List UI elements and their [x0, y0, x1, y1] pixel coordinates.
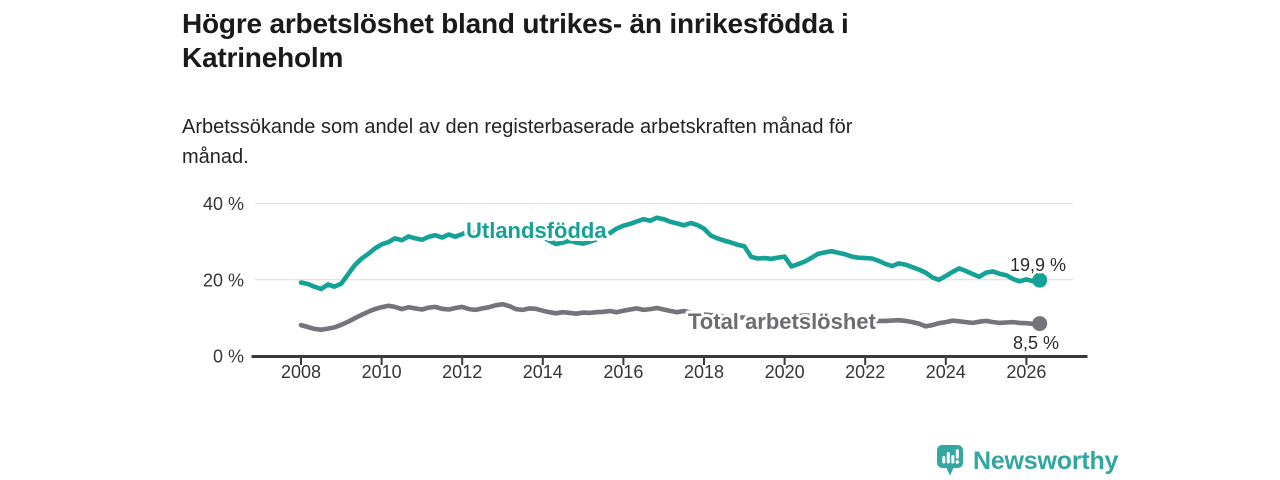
x-axis-label-2026: 2026 [1006, 362, 1046, 382]
x-axis-label-2010: 2010 [362, 362, 402, 382]
end-value-label-utlandsf-dda: 19,9 % [1010, 255, 1066, 275]
x-axis-label-2014: 2014 [523, 362, 563, 382]
x-axis-label-2022: 2022 [845, 362, 885, 382]
series-label-utlandsf-dda: Utlandsfödda [466, 218, 607, 243]
series-line-utlandsf-dda [298, 215, 1043, 292]
x-axis-label-2012: 2012 [442, 362, 482, 382]
end-value-label-total-arbetsl-shet: 8,5 % [1013, 333, 1059, 353]
y-axis-label-40: 40 % [203, 194, 244, 214]
line-chart: 0 % 20 % 40 % 2008 2010 2012 2014 2016 2018 2020 2… [203, 194, 1088, 382]
x-axis-label-2020: 2020 [765, 362, 805, 382]
subtitle-line-1: Arbetssökande som andel av den registerb… [182, 116, 853, 138]
y-axis-label-20: 20 % [203, 270, 244, 290]
newsworthy-wordmark: Newsworthy [973, 446, 1119, 475]
subtitle-line-2: månad. [182, 146, 249, 168]
page-title: Högre arbetslöshet bland utrikes- än inr… [182, 7, 1022, 75]
x-axis-label-2024: 2024 [926, 362, 966, 382]
chart-subtitle: Arbetssökande som andel av den registerb… [182, 112, 1062, 172]
x-axis-label-2016: 2016 [603, 362, 643, 382]
bar-chart-speech-bubble-icon [937, 445, 963, 476]
x-axis-label-2018: 2018 [684, 362, 724, 382]
title-line-1: Högre arbetslöshet bland utrikes- än inr… [182, 8, 849, 39]
end-dot-utlandsf-dda [1032, 272, 1048, 288]
title-line-2: Katrineholm [182, 42, 344, 73]
x-axis-label-2008: 2008 [281, 362, 321, 382]
newsworthy-logo: Newsworthy [936, 444, 1118, 478]
end-dot-total-arbetsl-shet [1032, 316, 1048, 332]
series-line-total-arbetsl-shet [298, 301, 1043, 332]
y-axis-label-0: 0 % [213, 347, 244, 367]
series-label-total-arbetsl-shet: Total arbetslöshet [688, 309, 877, 334]
